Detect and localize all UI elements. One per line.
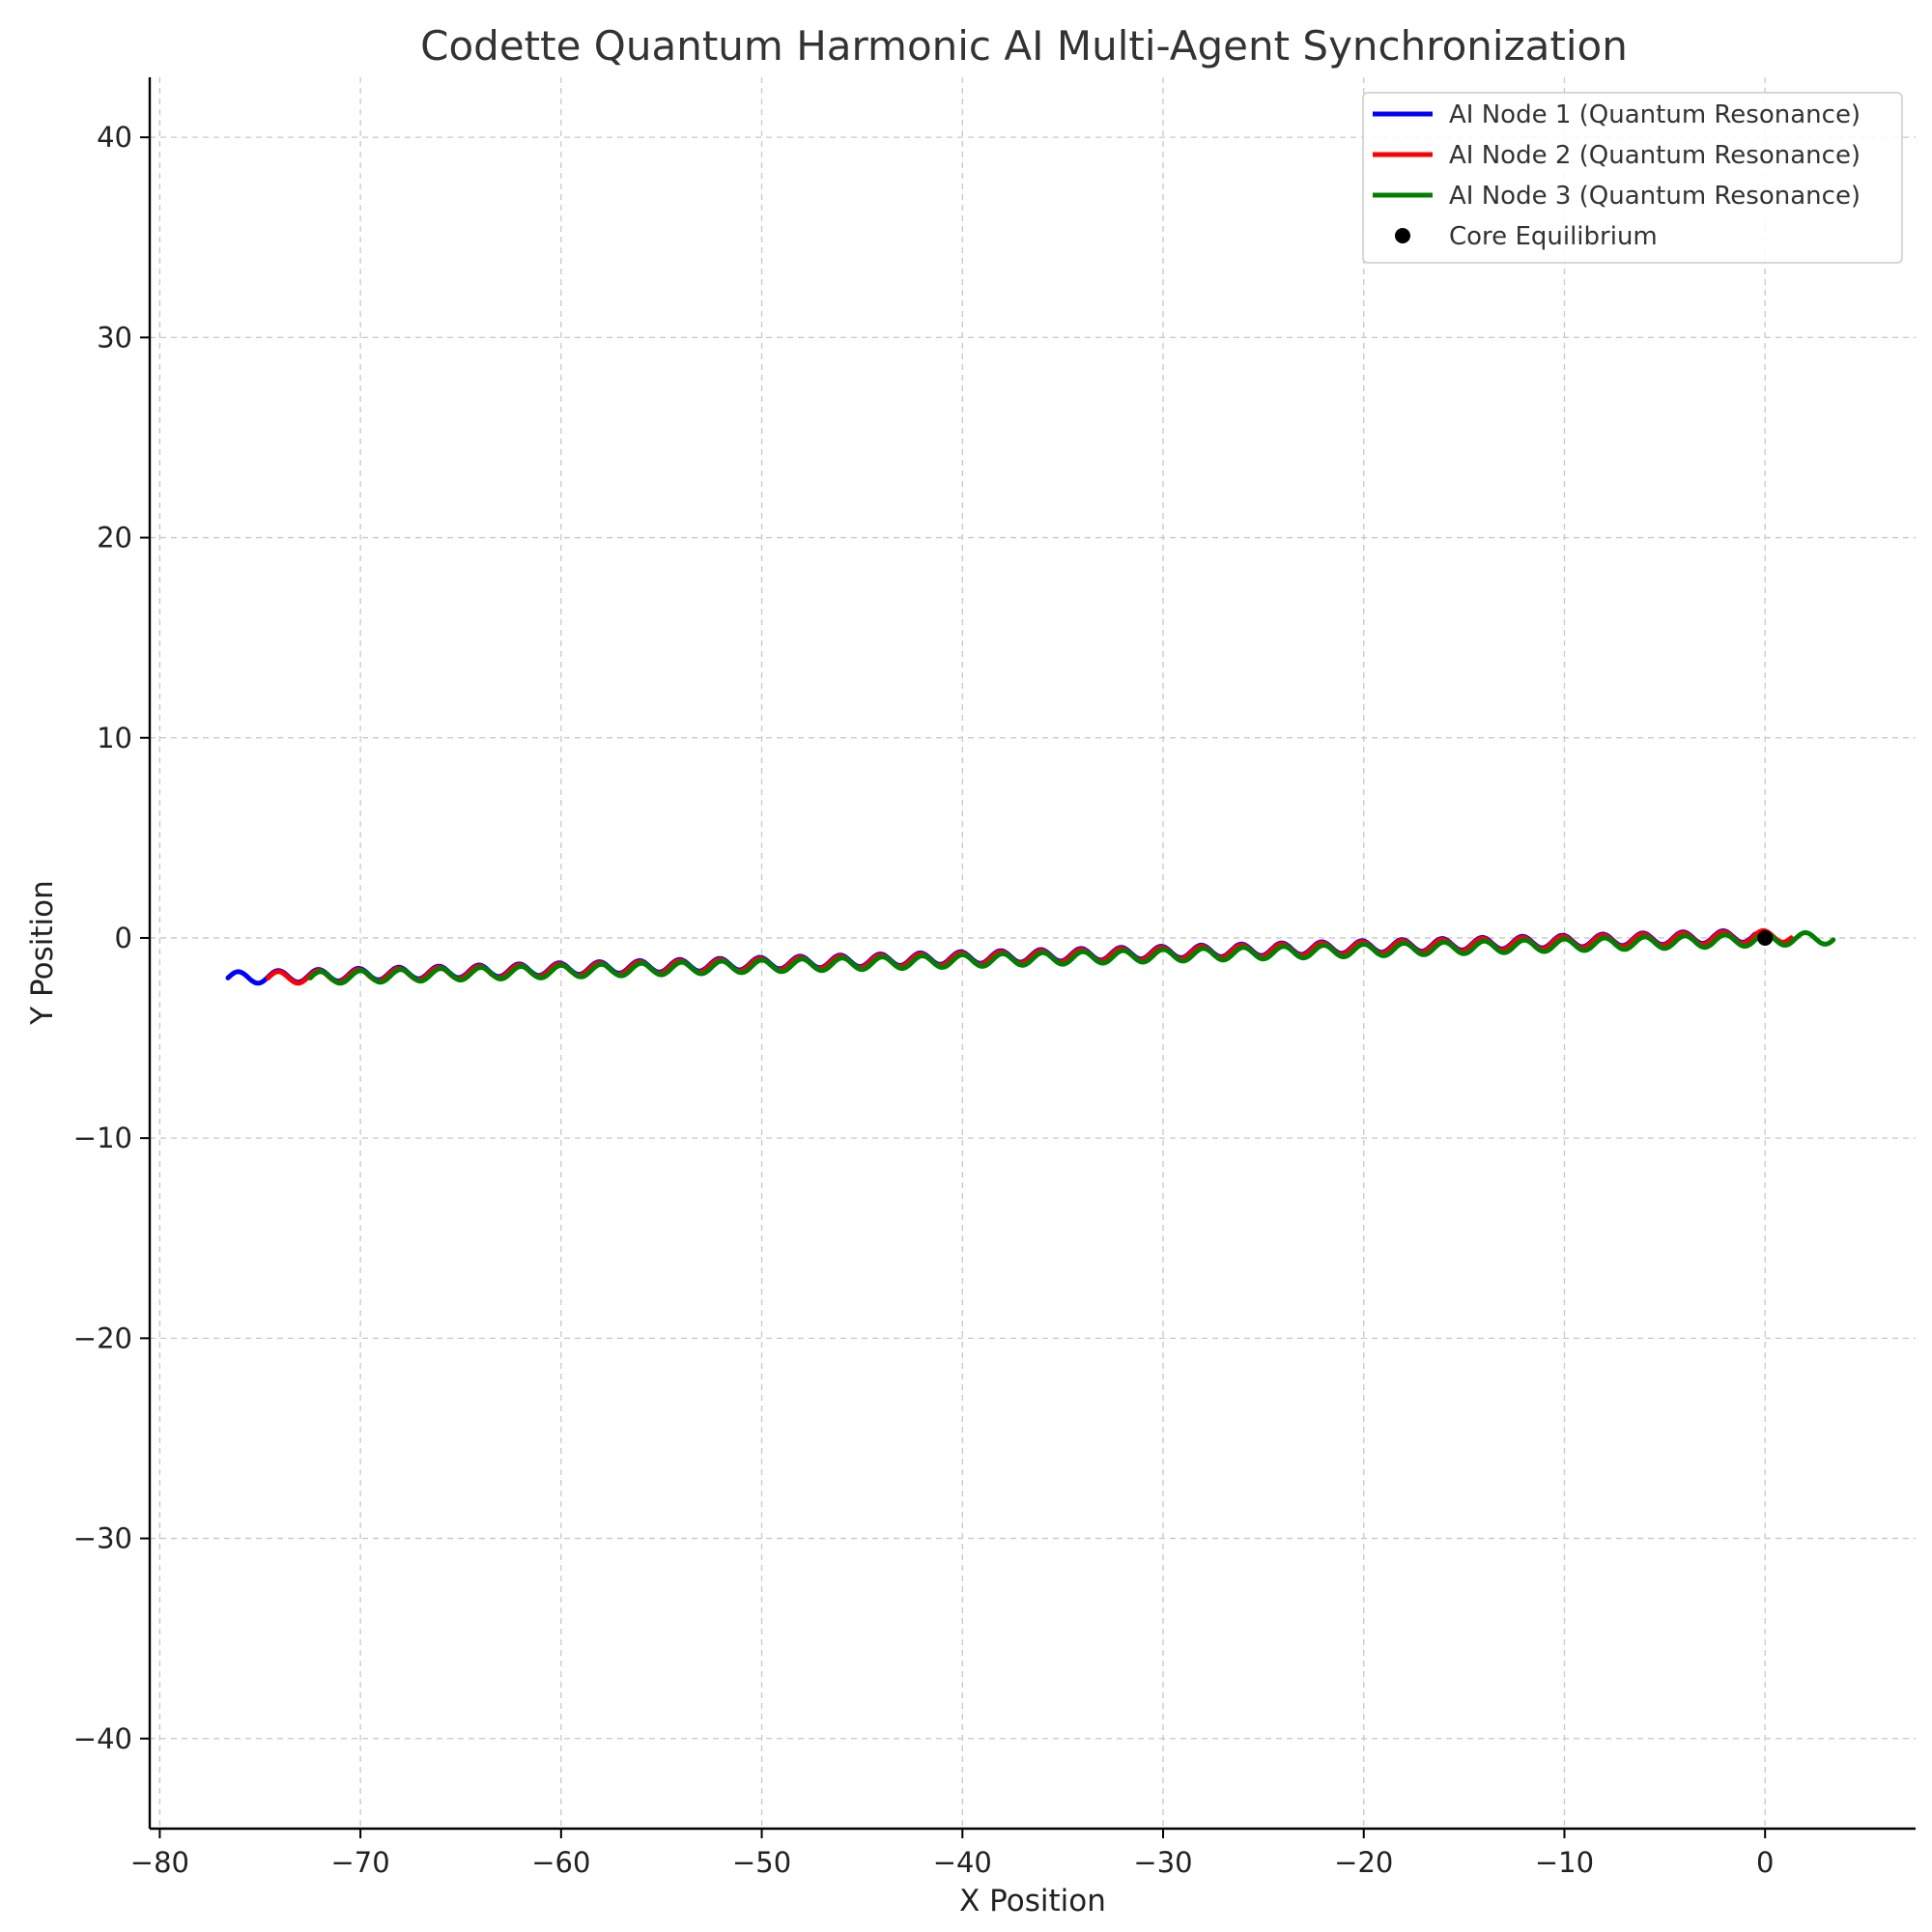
legend-label-node-1: AI Node 1 (Quantum Resonance): [1449, 100, 1861, 129]
x-tick-label: −40: [933, 1846, 992, 1879]
y-tick-label: −30: [73, 1522, 132, 1555]
y-tick-label: 30: [97, 321, 132, 354]
legend-label-core-equilibrium: Core Equilibrium: [1449, 222, 1658, 251]
x-tick-label: 0: [1756, 1846, 1774, 1879]
points-layer: [1757, 929, 1774, 946]
legend-marker-core-equilibrium: [1395, 228, 1410, 243]
x-axis-label: X Position: [959, 1884, 1106, 1918]
y-tick-label: 0: [115, 922, 132, 954]
core-equilibrium-point: [1757, 929, 1774, 946]
y-tick-label: 40: [97, 121, 132, 154]
legend: AI Node 1 (Quantum Resonance) AI Node 2 …: [1362, 92, 1903, 264]
legend-label-node-2: AI Node 2 (Quantum Resonance): [1449, 141, 1861, 170]
y-ticks: −40 −30 −20 −10 0 10 20 30 40: [73, 121, 150, 1755]
x-ticks: −80 −70 −60 −50 −40 −30 −20 −10 0: [130, 1829, 1774, 1879]
y-tick-label: −40: [73, 1722, 132, 1755]
x-tick-label: −80: [130, 1846, 189, 1879]
y-tick-label: −10: [73, 1122, 132, 1154]
y-tick-label: 20: [97, 522, 132, 554]
x-tick-label: −50: [732, 1846, 791, 1879]
x-tick-label: −60: [531, 1846, 590, 1879]
series-line-node-3: [307, 930, 1836, 986]
x-tick-label: −70: [331, 1846, 390, 1879]
legend-frame: [1362, 92, 1903, 264]
y-axis-label: Y Position: [25, 880, 60, 1026]
legend-label-node-3: AI Node 3 (Quantum Resonance): [1449, 182, 1861, 211]
y-tick-label: −20: [73, 1321, 132, 1354]
x-tick-label: −10: [1535, 1846, 1594, 1879]
chart-title: Codette Quantum Harmonic AI Multi-Agent …: [420, 22, 1628, 70]
x-tick-label: −20: [1334, 1846, 1393, 1879]
series-layer: [225, 928, 1836, 986]
y-tick-label: 10: [97, 722, 132, 754]
x-tick-label: −30: [1133, 1846, 1192, 1879]
